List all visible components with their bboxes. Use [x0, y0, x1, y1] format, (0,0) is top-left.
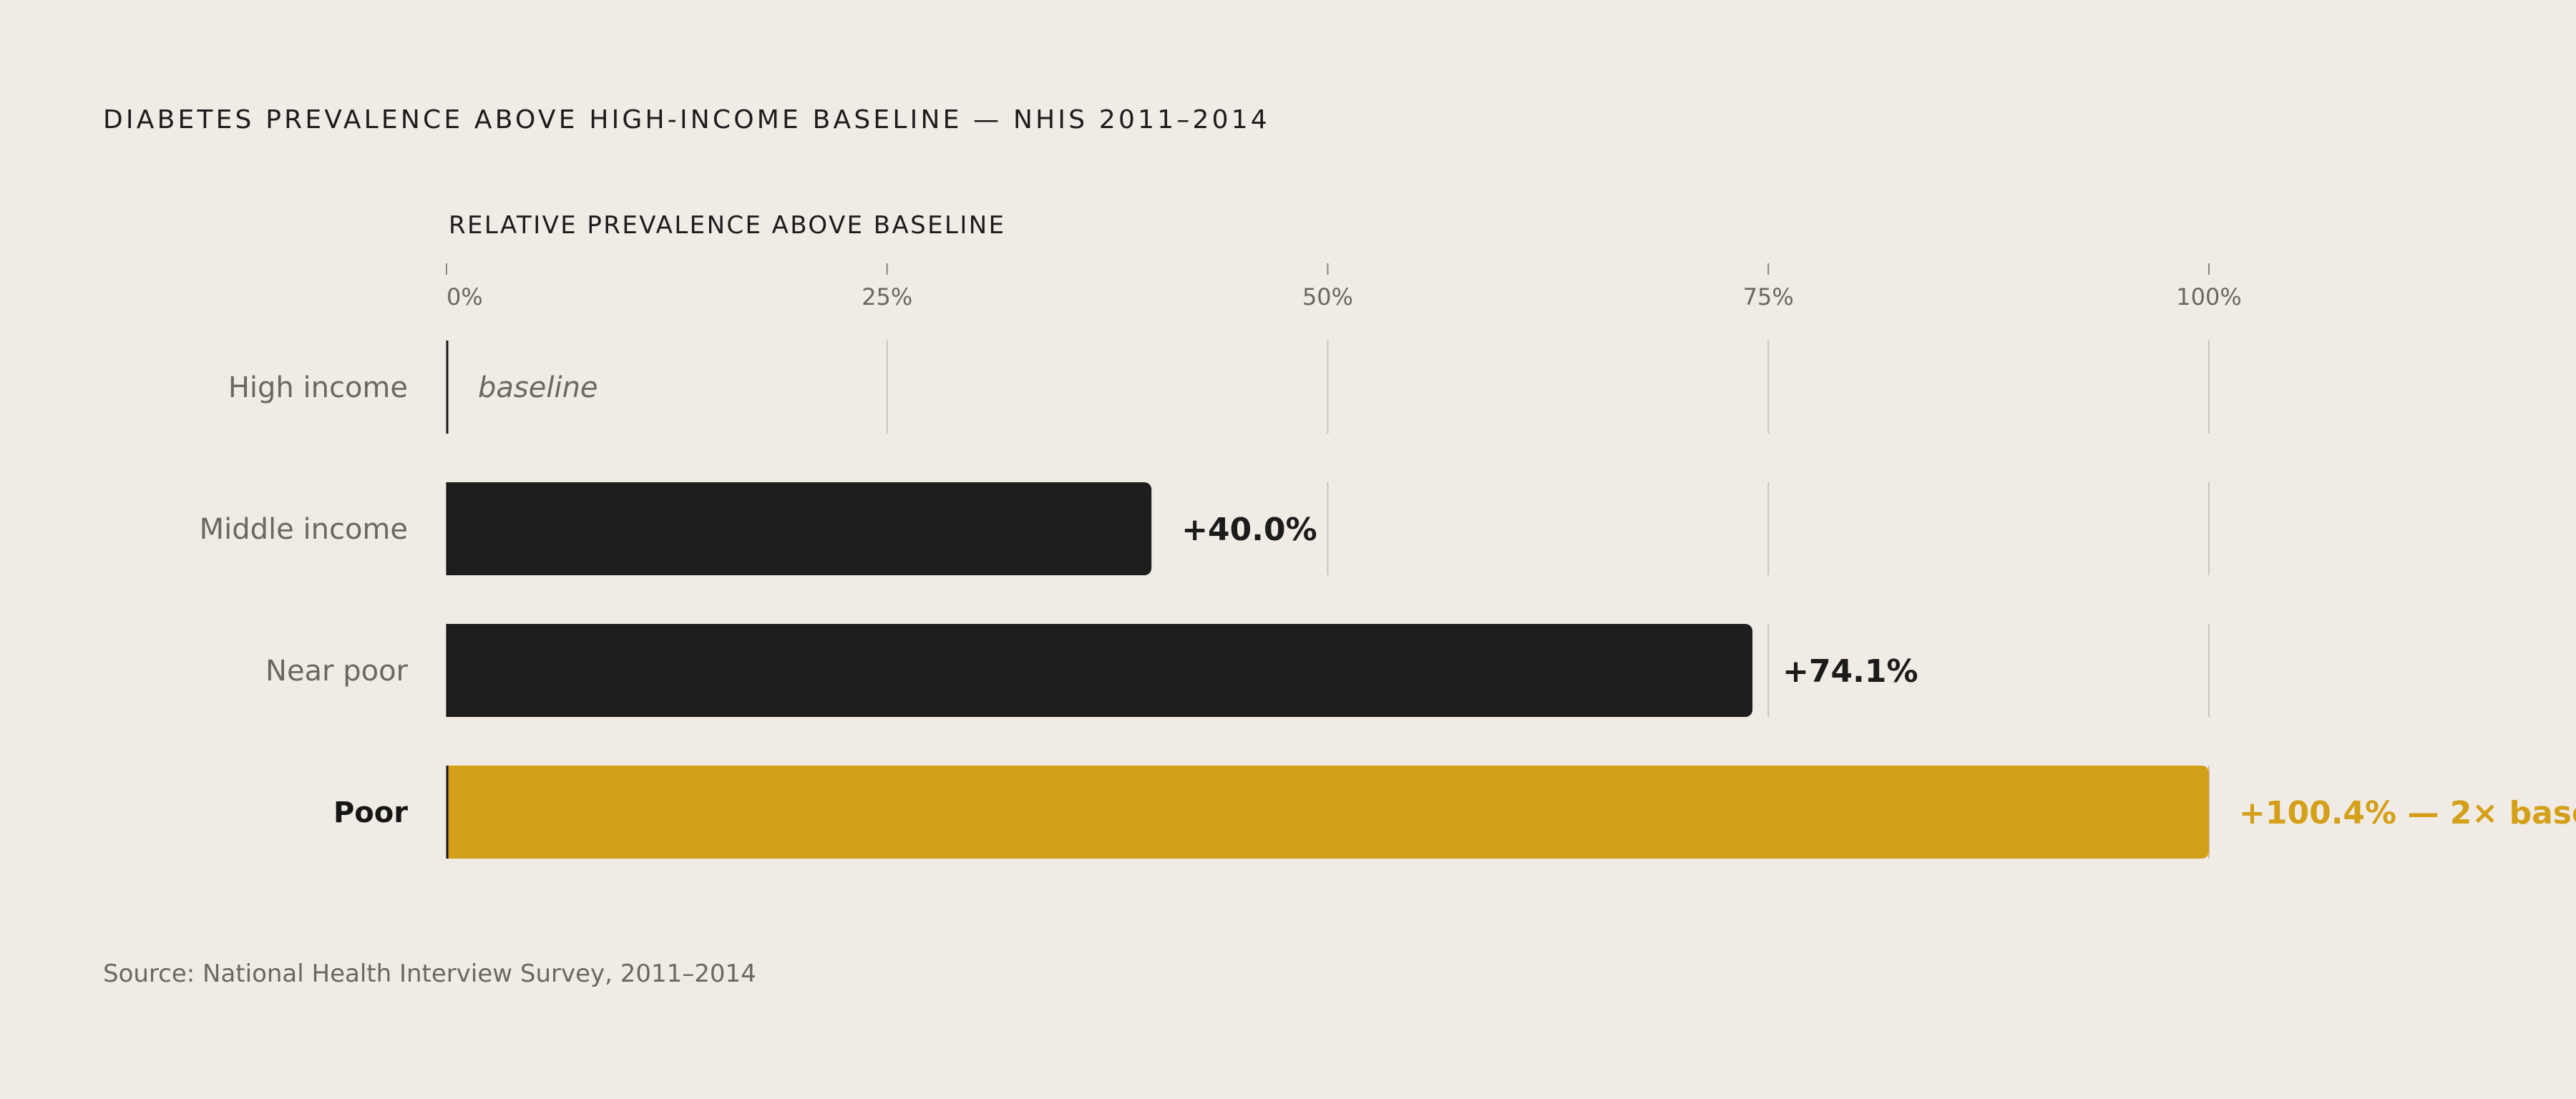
category-label: Middle income — [200, 513, 408, 546]
bar — [447, 482, 1152, 575]
category-label: High income — [228, 371, 408, 404]
bar-edge — [447, 624, 457, 717]
source-note: Source: National Health Interview Survey… — [103, 959, 756, 988]
category-label: Poor — [333, 796, 408, 829]
bar-edge — [447, 766, 457, 859]
bar — [447, 766, 2209, 859]
value-label: +40.0% — [1181, 512, 1317, 548]
chart-title: DIABETES PREVALENCE ABOVE HIGH-INCOME BA… — [103, 105, 1270, 135]
value-label: +74.1% — [1782, 653, 1918, 690]
baseline-label: baseline — [478, 371, 598, 404]
category-label: Near poor — [265, 655, 409, 688]
bar — [447, 624, 1753, 717]
value-label: +100.4% — 2× base — [2239, 795, 2576, 831]
x-tick-label: 50% — [1302, 283, 1353, 311]
x-tick-label: 25% — [862, 283, 912, 311]
x-tick-label: 0% — [447, 283, 483, 311]
bar-edge — [447, 482, 457, 575]
x-axis-title: RELATIVE PREVALENCE ABOVE BASELINE — [449, 211, 1006, 240]
x-tick-label: 75% — [1743, 283, 1794, 311]
x-tick-label: 100% — [2176, 283, 2241, 311]
